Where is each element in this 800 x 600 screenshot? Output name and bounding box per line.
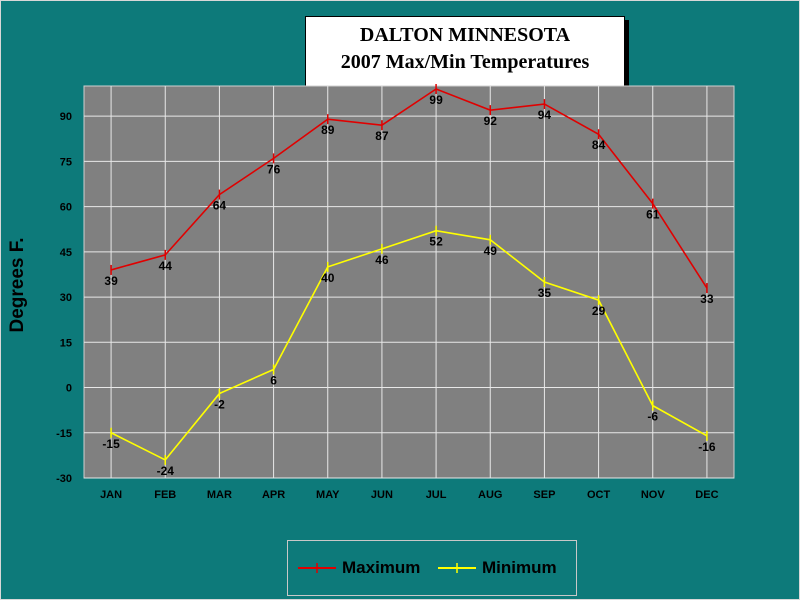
data-label: 99 — [429, 93, 443, 107]
legend-min-label: Minimum — [482, 558, 557, 577]
data-label: 64 — [213, 199, 227, 213]
data-label: 52 — [429, 235, 443, 249]
x-tick-label: APR — [262, 489, 285, 501]
y-tick-label: -15 — [56, 428, 72, 440]
y-tick-label: 75 — [60, 156, 72, 168]
data-label: 29 — [592, 304, 606, 318]
x-tick-label: SEP — [533, 489, 555, 501]
data-label: -24 — [157, 464, 175, 478]
data-label: 61 — [646, 208, 660, 222]
data-label: 94 — [538, 108, 552, 122]
data-label: 89 — [321, 123, 335, 137]
legend-swatches — [298, 563, 476, 573]
data-label: 44 — [159, 259, 173, 273]
x-tick-label: FEB — [154, 489, 176, 501]
data-label: -6 — [647, 410, 658, 424]
x-tick-label: MAR — [207, 489, 232, 501]
legend-max-label: Maximum — [342, 558, 421, 577]
y-tick-label: -30 — [56, 473, 72, 485]
data-label: -16 — [698, 440, 716, 454]
series-line-minimum — [110, 229, 708, 461]
data-label: -15 — [102, 437, 120, 451]
data-label: 6 — [270, 373, 277, 387]
data-label: 49 — [484, 244, 498, 258]
chart-title: DALTON MINNESOTA — [359, 24, 571, 46]
plot-area — [83, 85, 735, 479]
y-tick-label: 15 — [60, 337, 72, 349]
x-tick-label: DEC — [695, 489, 718, 501]
data-label: 40 — [321, 271, 335, 285]
y-tick-label: 45 — [60, 247, 72, 259]
chart-title-box: DALTON MINNESOTA 2007 Max/Min Temperatur… — [305, 16, 625, 88]
data-label: 39 — [104, 274, 118, 288]
data-label: 35 — [538, 286, 552, 300]
data-label: 84 — [592, 138, 606, 152]
x-tick-label: AUG — [478, 489, 502, 501]
x-tick-label: JAN — [100, 489, 122, 501]
x-tick-label: OCT — [587, 489, 611, 501]
series-line-maximum — [110, 88, 708, 289]
y-tick-label: 90 — [60, 111, 72, 123]
data-label: 46 — [375, 253, 389, 267]
x-tick-label: JUN — [371, 489, 393, 501]
data-label: 33 — [700, 292, 714, 306]
legend: Maximum Minimum — [287, 540, 577, 596]
y-tick-label: 30 — [60, 292, 72, 304]
y-tick-label: 0 — [66, 383, 72, 395]
y-tick-label: 60 — [60, 202, 72, 214]
chart-subtitle: 2007 Max/Min Temperatures — [340, 51, 590, 73]
data-label: 76 — [267, 162, 281, 176]
data-label: 92 — [484, 114, 498, 128]
data-label: -2 — [214, 398, 225, 412]
x-tick-label: MAY — [316, 489, 340, 501]
data-label: 87 — [375, 129, 389, 143]
x-tick-label: JUL — [426, 489, 447, 501]
x-tick-label: NOV — [641, 489, 666, 501]
